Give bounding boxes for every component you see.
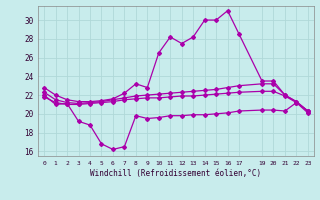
- X-axis label: Windchill (Refroidissement éolien,°C): Windchill (Refroidissement éolien,°C): [91, 169, 261, 178]
